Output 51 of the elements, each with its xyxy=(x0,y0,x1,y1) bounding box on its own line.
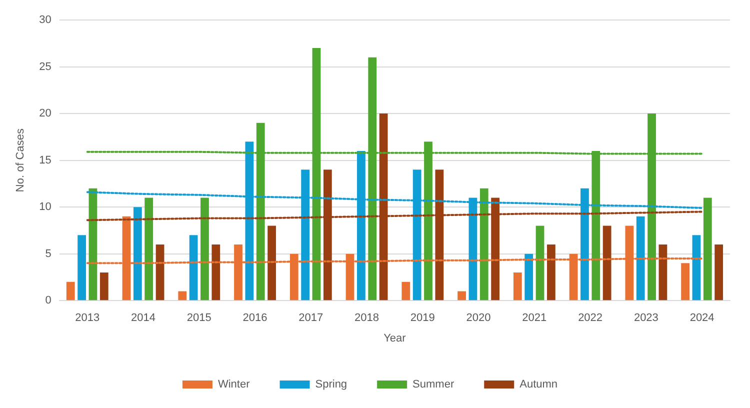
x-axis-title: Year xyxy=(384,332,406,344)
legend-label: Winter xyxy=(218,378,250,391)
bar xyxy=(658,244,668,300)
bar xyxy=(402,282,410,300)
bar xyxy=(268,226,276,300)
bar xyxy=(480,188,488,300)
x-tick-label: 2016 xyxy=(242,312,268,324)
x-tick-label: 2013 xyxy=(75,312,100,324)
legend-label: Spring xyxy=(315,378,348,391)
bar xyxy=(88,188,98,300)
x-tick-label: 2014 xyxy=(131,312,156,324)
bar xyxy=(144,198,154,300)
x-tick-label: 2024 xyxy=(690,312,714,324)
bar xyxy=(189,235,198,300)
x-tick-label: 2022 xyxy=(578,312,603,324)
bar xyxy=(212,244,220,300)
bar xyxy=(692,235,701,300)
bar xyxy=(681,263,690,300)
bar xyxy=(200,198,209,300)
x-tick-label: 2023 xyxy=(634,312,658,324)
bar xyxy=(546,244,556,300)
y-tick-label: 5 xyxy=(45,248,52,260)
x-tick-label: 2018 xyxy=(354,312,380,324)
bar xyxy=(66,282,75,300)
y-tick-label: 25 xyxy=(39,60,52,73)
bar xyxy=(78,235,86,300)
y-axis-title: No. of Cases xyxy=(14,128,27,192)
x-tick-label: 2020 xyxy=(466,312,491,324)
bar xyxy=(133,207,142,300)
y-tick-label: 15 xyxy=(39,154,52,166)
y-tick-label: 10 xyxy=(39,201,52,214)
bar xyxy=(458,291,466,300)
bar xyxy=(636,216,645,300)
bar xyxy=(703,198,712,300)
x-tick-label: 2015 xyxy=(186,312,212,324)
bar xyxy=(524,254,534,300)
legend-label: Autumn xyxy=(520,378,558,391)
x-tick-label: 2019 xyxy=(410,312,435,324)
y-tick-label: 30 xyxy=(39,14,52,26)
y-tick-label: 20 xyxy=(39,108,52,120)
bar xyxy=(602,226,612,300)
x-tick-label: 2021 xyxy=(522,312,547,324)
x-tick-label: 2017 xyxy=(298,312,324,324)
bar xyxy=(100,272,108,300)
bar xyxy=(513,272,522,300)
bar xyxy=(714,244,724,300)
bar xyxy=(156,244,164,300)
bar xyxy=(178,291,187,300)
legend-label: Summer xyxy=(412,378,454,391)
y-tick-label: 0 xyxy=(45,294,52,307)
bar xyxy=(536,226,544,300)
